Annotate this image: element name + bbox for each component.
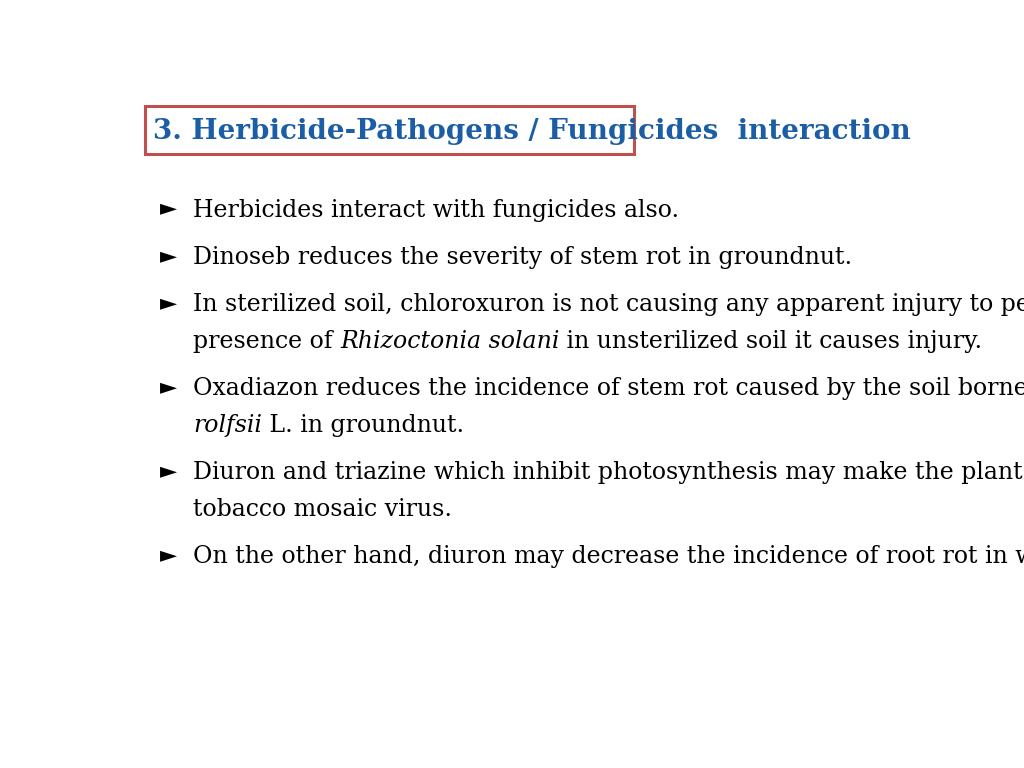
Text: rolfsii: rolfsii bbox=[194, 414, 262, 437]
Text: Diuron and triazine which inhibit photosynthesis may make the plants more suscep: Diuron and triazine which inhibit photos… bbox=[194, 461, 1024, 484]
Text: Oxadiazon reduces the incidence of stem rot caused by the soil borne pathogen: Oxadiazon reduces the incidence of stem … bbox=[194, 377, 1024, 400]
Text: Rhizoctonia solani: Rhizoctonia solani bbox=[340, 330, 559, 353]
Text: ►: ► bbox=[160, 246, 177, 266]
Text: ►: ► bbox=[160, 461, 177, 482]
Text: On the other hand, diuron may decrease the incidence of root rot in wheat.: On the other hand, diuron may decrease t… bbox=[194, 545, 1024, 568]
Text: ►: ► bbox=[160, 377, 177, 397]
Text: tobacco mosaic virus.: tobacco mosaic virus. bbox=[194, 498, 452, 521]
Text: presence of: presence of bbox=[194, 330, 340, 353]
Text: L. in groundnut.: L. in groundnut. bbox=[262, 414, 464, 437]
Text: Herbicides interact with fungicides also.: Herbicides interact with fungicides also… bbox=[194, 199, 679, 222]
Text: ►: ► bbox=[160, 545, 177, 565]
Text: 3. Herbicide-Pathogens / Fungicides  interaction: 3. Herbicide-Pathogens / Fungicides inte… bbox=[154, 118, 911, 145]
Text: ►: ► bbox=[160, 293, 177, 313]
Text: ►: ► bbox=[160, 199, 177, 219]
Text: In sterilized soil, chloroxuron is not causing any apparent injury to pea plants: In sterilized soil, chloroxuron is not c… bbox=[194, 293, 1024, 316]
Text: in unsterilized soil it causes injury.: in unsterilized soil it causes injury. bbox=[559, 330, 983, 353]
Text: Dinoseb reduces the severity of stem rot in groundnut.: Dinoseb reduces the severity of stem rot… bbox=[194, 246, 852, 269]
